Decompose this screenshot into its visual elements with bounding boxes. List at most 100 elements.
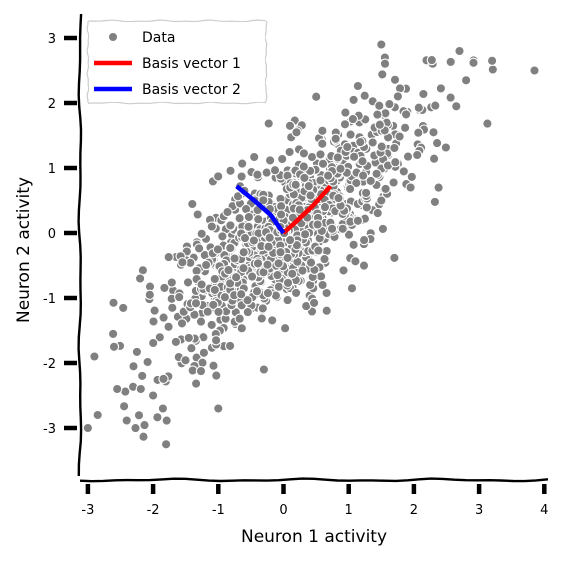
data-point	[376, 195, 387, 206]
data-point	[367, 137, 378, 148]
data-point	[433, 182, 444, 193]
data-point	[238, 263, 249, 274]
data-point	[170, 336, 182, 348]
data-point	[212, 244, 224, 255]
data-point	[487, 64, 498, 75]
data-point	[315, 149, 326, 160]
data-point	[482, 118, 493, 129]
data-point	[332, 152, 343, 163]
data-point	[82, 422, 94, 434]
data-point	[142, 356, 153, 368]
data-point	[224, 278, 236, 289]
data-point	[182, 277, 194, 288]
data-point	[275, 209, 287, 220]
data-point	[139, 419, 150, 431]
data-point	[144, 289, 155, 300]
data-point	[213, 306, 224, 318]
legend-label: Data	[142, 30, 175, 46]
data-point	[263, 241, 274, 252]
data-point	[299, 172, 310, 184]
data-point	[361, 202, 372, 213]
data-point	[128, 361, 139, 372]
data-point	[163, 321, 174, 332]
data-point	[340, 107, 351, 118]
legend: Data Basis vector 1 Basis vector 2	[86, 19, 268, 105]
data-point	[89, 351, 100, 362]
data-point	[319, 201, 331, 213]
data-point	[121, 415, 132, 426]
data-point	[264, 232, 275, 243]
data-point	[372, 109, 383, 120]
data-point	[176, 318, 188, 329]
data-point	[454, 45, 465, 57]
legend-marker-data	[107, 31, 119, 43]
x-tick-label: 1	[345, 503, 353, 518]
data-point	[183, 332, 194, 344]
data-point	[238, 247, 249, 258]
data-point	[253, 214, 264, 225]
data-point	[399, 122, 411, 133]
data-point	[319, 253, 330, 265]
data-point	[239, 232, 251, 244]
data-point	[317, 279, 328, 291]
data-point	[243, 221, 254, 232]
data-point	[317, 158, 329, 169]
data-point	[134, 273, 146, 284]
data-point	[159, 282, 170, 294]
data-point	[468, 57, 479, 68]
data-point	[342, 141, 353, 153]
data-point	[358, 260, 370, 271]
data-point	[317, 125, 328, 136]
data-point	[357, 170, 369, 181]
data-point	[377, 223, 389, 235]
data-point	[282, 277, 294, 289]
data-point	[413, 102, 424, 113]
data-point	[160, 439, 172, 450]
data-point	[174, 291, 185, 303]
data-point	[431, 137, 443, 149]
data-point	[298, 148, 310, 159]
data-point	[236, 171, 247, 182]
data-point	[389, 142, 400, 154]
data-point	[243, 211, 255, 223]
data-point	[311, 91, 322, 102]
data-point	[198, 347, 210, 358]
data-point	[322, 170, 334, 181]
data-point	[225, 242, 236, 254]
data-point	[529, 65, 540, 76]
data-point	[158, 312, 169, 323]
data-point	[451, 101, 462, 112]
data-point	[297, 265, 308, 276]
data-point	[313, 245, 324, 256]
data-point	[350, 256, 361, 267]
x-tick-label: 4	[540, 503, 548, 518]
data-point	[249, 151, 260, 163]
data-point	[358, 234, 370, 246]
data-point	[308, 297, 320, 309]
data-point	[282, 252, 293, 264]
data-point	[187, 198, 198, 210]
data-point	[208, 299, 219, 311]
data-point	[372, 207, 383, 219]
basis-vector-1-line	[281, 184, 333, 235]
data-point	[149, 305, 160, 316]
data-point	[112, 383, 123, 395]
data-point	[167, 302, 178, 313]
data-point	[435, 83, 447, 94]
data-point	[137, 370, 148, 382]
legend-label: Basis vector 1	[142, 56, 241, 72]
data-point	[246, 271, 258, 282]
data-point	[337, 223, 348, 234]
data-point	[275, 247, 286, 258]
y-tick-label: 2	[48, 97, 56, 112]
data-point	[202, 306, 213, 317]
data-point	[412, 149, 423, 161]
axes	[77, 13, 549, 483]
data-point	[272, 269, 283, 281]
data-point	[390, 157, 401, 168]
data-point	[428, 153, 440, 164]
x-tick-label: 3	[475, 503, 483, 518]
data-point	[236, 289, 247, 300]
data-point	[118, 302, 129, 314]
data-point	[262, 287, 274, 299]
